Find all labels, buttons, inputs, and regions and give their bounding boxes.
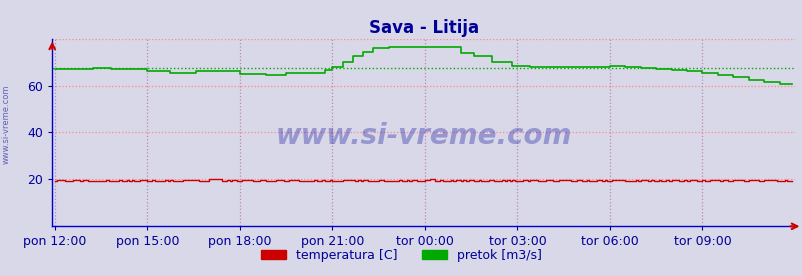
Title: Sava - Litija: Sava - Litija	[368, 19, 478, 37]
Text: www.si-vreme.com: www.si-vreme.com	[2, 84, 11, 164]
Text: www.si-vreme.com: www.si-vreme.com	[275, 122, 571, 150]
Legend: temperatura [C], pretok [m3/s]: temperatura [C], pretok [m3/s]	[256, 244, 546, 267]
